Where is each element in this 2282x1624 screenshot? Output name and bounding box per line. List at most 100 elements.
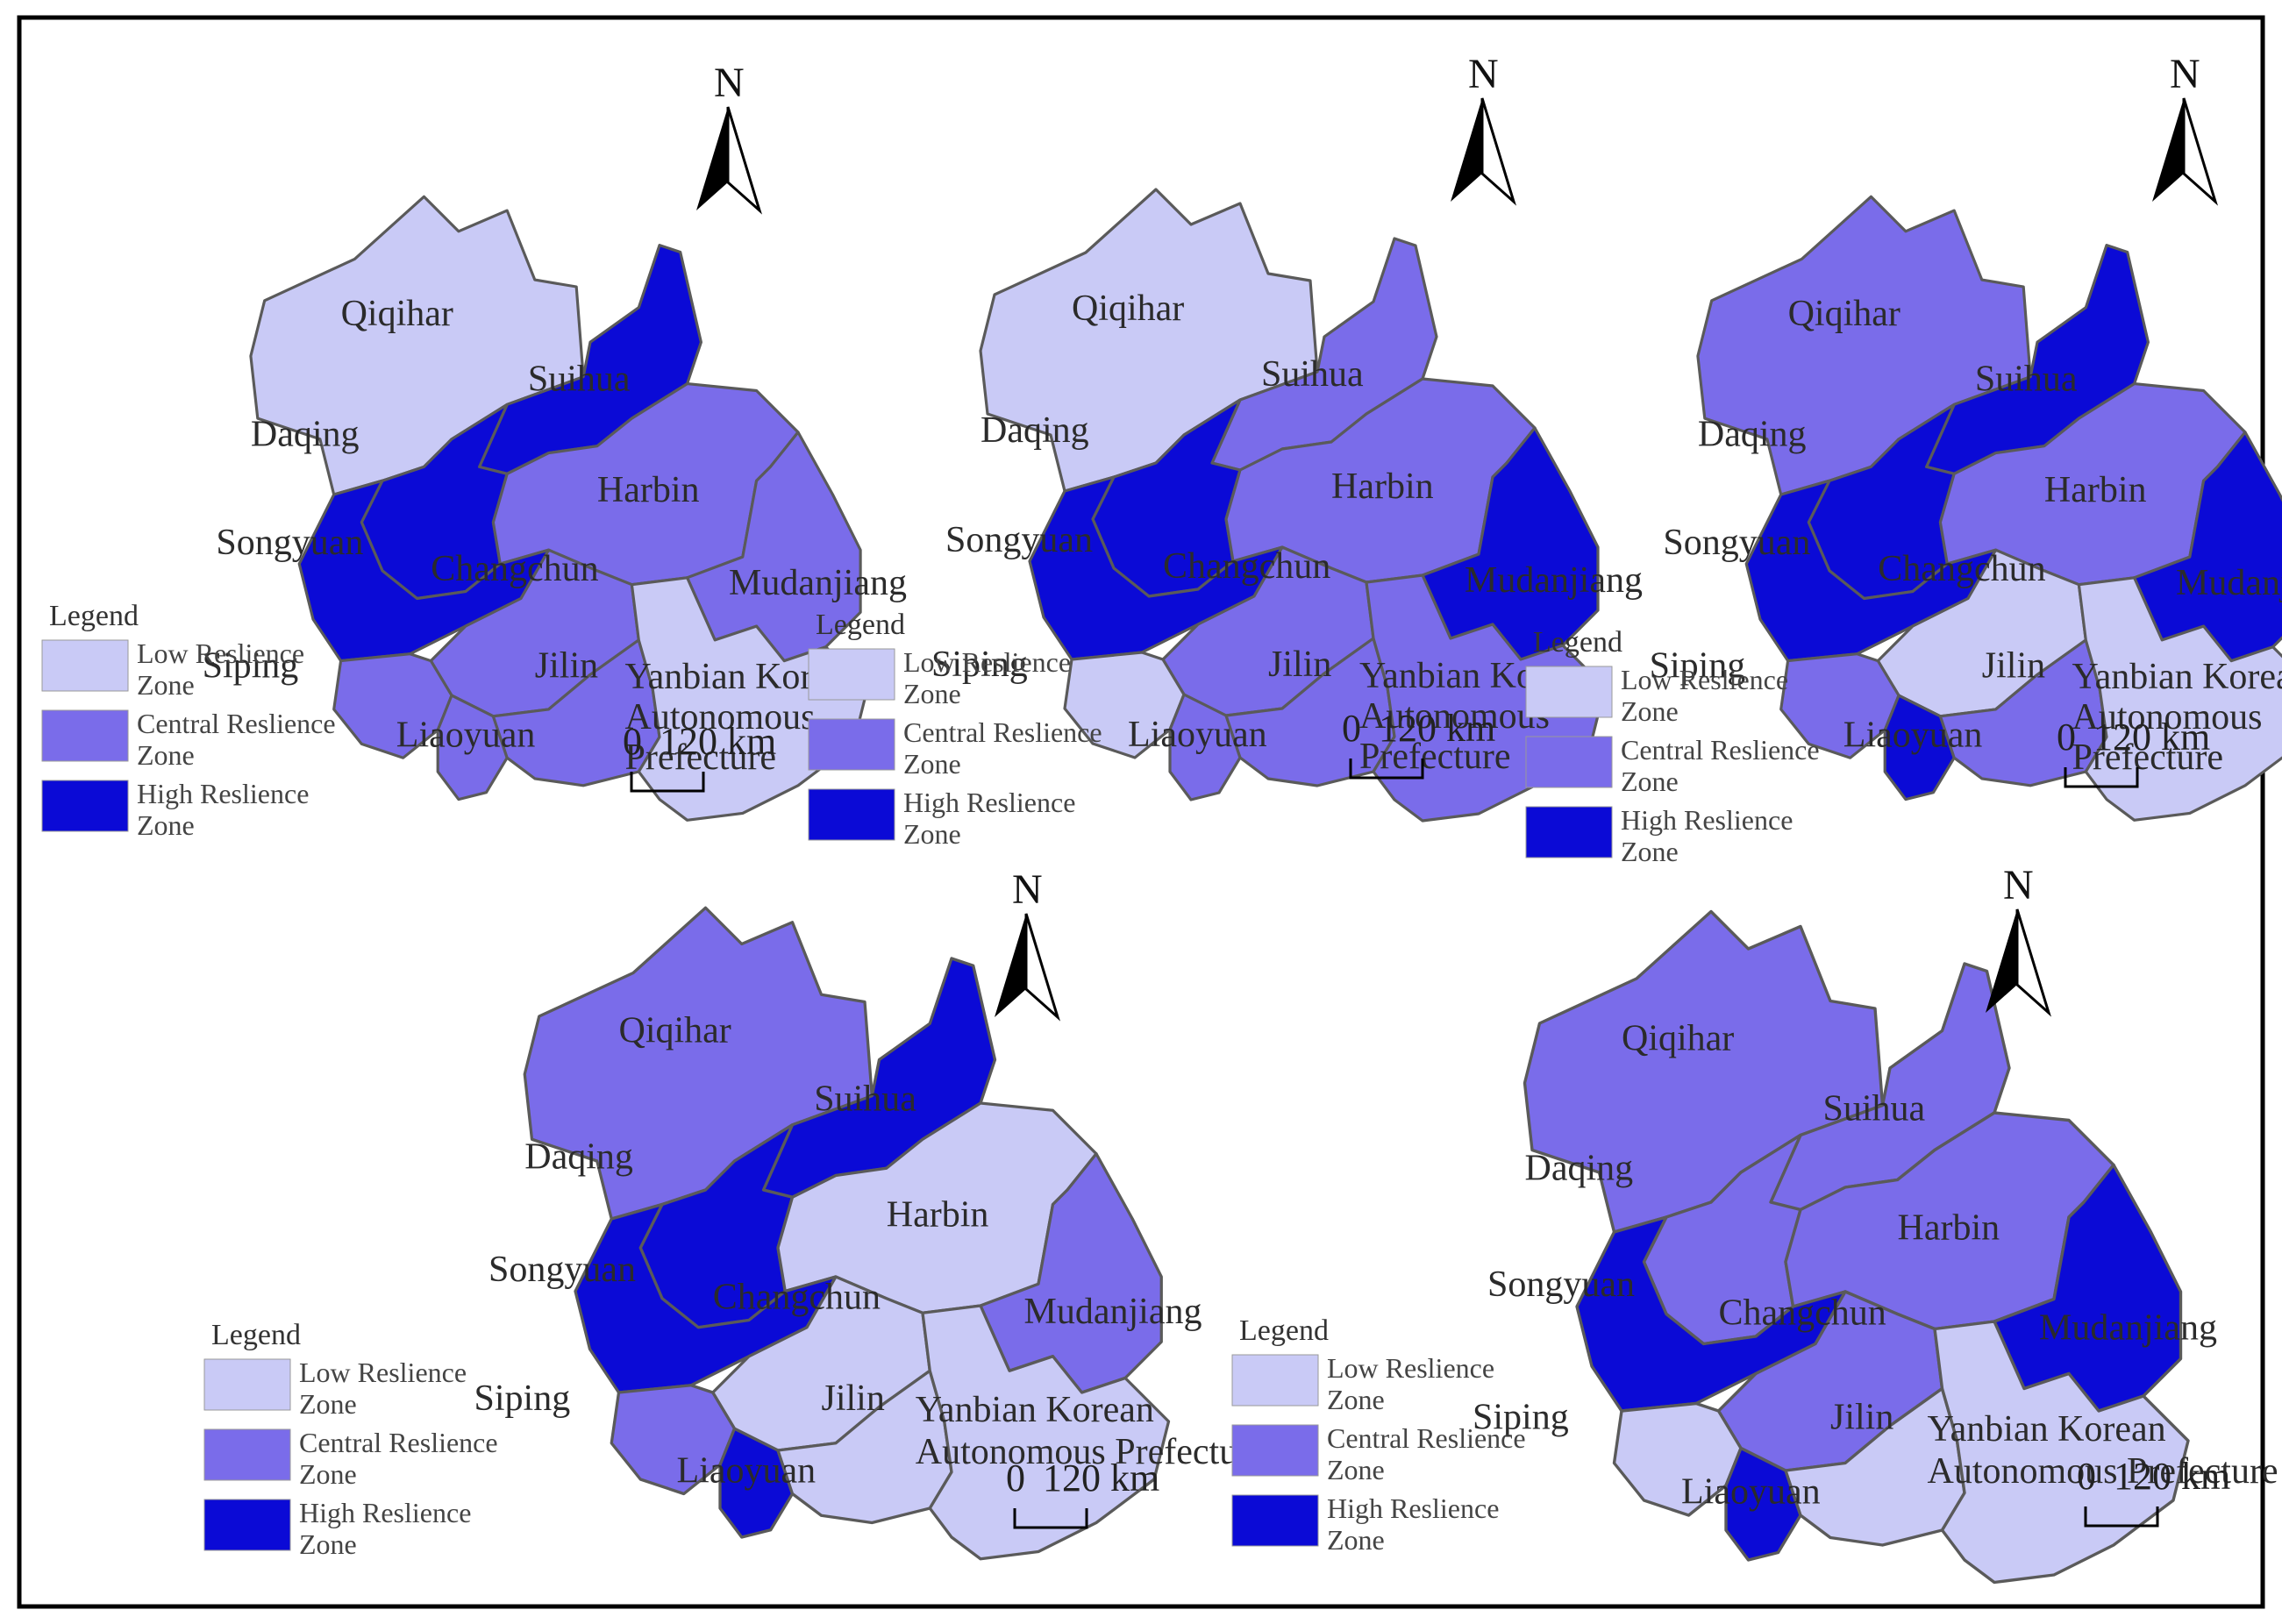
legend-swatch-high	[1525, 806, 1613, 858]
legend-swatch-high	[1231, 1494, 1319, 1547]
city-labels: Qiqihar Suihua Daqing Harbin Songyuan Changch…	[474, 1011, 1266, 1492]
north-label: N	[1468, 51, 1499, 97]
scale-zero: 0	[623, 720, 642, 763]
label-qiqihar: Qiqihar	[1788, 294, 1900, 334]
legend-label-low: Low Reslience	[299, 1357, 467, 1388]
region-yanbian	[921, 1304, 1171, 1561]
label-harbin: Harbin	[887, 1194, 989, 1235]
label-mudanjiang: Mudanjiang	[1024, 1292, 1202, 1332]
scale-distance: 120 km	[2093, 716, 2210, 759]
region-liaoyuan	[718, 1427, 795, 1539]
legend-swatch-low	[1525, 666, 1613, 718]
label-yanbian-3: Prefecture	[1359, 737, 1511, 777]
label-yanbian-2: Autonomous Prefecture	[1928, 1451, 2278, 1492]
legend-title: Legend	[49, 600, 139, 632]
legend-label-low-2: Zone	[1327, 1384, 1385, 1415]
label-siping: Siping	[931, 645, 1028, 685]
legend-swatch-high	[41, 780, 129, 832]
label-liaoyuan: Liaoyuan	[396, 716, 536, 756]
legend-label-central: Central Reslience	[1327, 1422, 1526, 1454]
scale-zero: 0	[1342, 707, 1361, 750]
legend-label-central: Central Reslience	[1621, 734, 1820, 766]
legend-label-high-2: Zone	[299, 1528, 357, 1560]
legend-label-high: High Reslience	[137, 778, 309, 809]
label-mudanjiang: Mudanjiang	[1465, 560, 1643, 601]
label-liaoyuan: Liaoyuan	[1843, 716, 1983, 756]
label-harbin: Harbin	[1898, 1208, 2000, 1249]
label-daqing: Daqing	[981, 410, 1089, 451]
city-labels: Qiqihar Suihua Daqing Harbin Songyuan Changch…	[931, 288, 1643, 777]
legend-title: Legend	[211, 1319, 301, 1351]
label-songyuan: Songyuan	[1487, 1264, 1635, 1305]
region-liaoyuan	[1883, 694, 1956, 801]
label-siping: Siping	[474, 1378, 571, 1419]
legend-label-low: Low Reslience	[1621, 664, 1788, 695]
label-jilin: Jilin	[1982, 646, 2045, 687]
label-songyuan: Songyuan	[1663, 523, 1810, 563]
label-siping: Siping	[1650, 646, 1746, 687]
north-arrow-icon: N	[1451, 51, 1516, 206]
north-label: N	[2170, 51, 2200, 97]
north-label: N	[714, 60, 745, 106]
region-group	[1696, 195, 2282, 822]
map-panel-5: Qiqihar Suihua Daqing Harbin Songyuan Changch…	[1231, 862, 2278, 1585]
scale-bar: 0 120 km	[623, 720, 776, 793]
label-qiqihar: Qiqihar	[1622, 1019, 1734, 1059]
scale-zero: 0	[1006, 1457, 1025, 1499]
legend-label-low: Low Reslience	[137, 637, 304, 669]
label-changchun: Changchun	[1163, 546, 1330, 587]
region-liaoyuan	[1168, 693, 1242, 801]
legend-label-central-2: Zone	[137, 739, 195, 771]
scale-distance: 120 km	[2114, 1455, 2230, 1498]
legend-label-central: Central Reslience	[137, 708, 336, 739]
label-suihua: Suihua	[1975, 360, 2078, 400]
scale-distance: 120 km	[1043, 1457, 1159, 1499]
legend-title: Legend	[1239, 1314, 1329, 1347]
label-mudanjiang: Mudanjiang	[2039, 1307, 2217, 1348]
legend-label-low-2: Zone	[903, 678, 961, 709]
label-harbin: Harbin	[2044, 470, 2147, 510]
scale-bar: 0 120 km	[1342, 707, 1495, 780]
north-arrow-icon: N	[2152, 51, 2218, 206]
label-songyuan: Songyuan	[945, 520, 1093, 560]
legend-label-central-2: Zone	[1621, 766, 1679, 797]
label-yanbian-3: Prefecture	[625, 737, 777, 778]
map-panel-3: Qiqihar Suihua Daqing Harbin Songyuan Changch…	[1525, 51, 2282, 867]
city-labels: Qiqihar Suihua Daqing Harbin Songyuan Changch…	[1473, 1019, 2278, 1513]
label-yanbian-2: Autonomous	[2072, 697, 2263, 737]
label-daqing: Daqing	[1525, 1149, 1634, 1189]
label-changchun: Changchun	[1878, 549, 2045, 589]
legend-label-central-2: Zone	[1327, 1454, 1385, 1485]
legend-label-low: Low Reslience	[1327, 1352, 1494, 1384]
legend-swatch-low	[808, 648, 895, 701]
legend-swatch-low	[1231, 1354, 1319, 1407]
legend-swatch-central	[1525, 736, 1613, 788]
north-label: N	[1012, 866, 1043, 913]
region-group	[1523, 909, 2190, 1585]
legend-label-low: Low Reslience	[903, 646, 1071, 678]
scale-zero: 0	[2077, 1455, 2096, 1498]
legend-label-high-2: Zone	[903, 818, 961, 850]
legend-swatch-central	[41, 709, 129, 762]
label-qiqihar: Qiqihar	[1072, 288, 1184, 329]
label-jilin: Jilin	[1268, 645, 1331, 685]
label-yanbian-2: Autonomous	[625, 697, 816, 737]
legend-label-low-2: Zone	[299, 1388, 357, 1420]
region-group	[979, 188, 1607, 823]
legend-label-central: Central Reslience	[903, 716, 1102, 748]
legend-label-central: Central Reslience	[299, 1427, 498, 1458]
label-jilin: Jilin	[1830, 1397, 1893, 1437]
label-yanbian-1: Yanbian Korean	[1928, 1409, 2166, 1449]
scale-bar: 0 120 km	[2077, 1455, 2230, 1528]
legend-swatch-low	[203, 1358, 291, 1411]
label-qiqihar: Qiqihar	[619, 1011, 731, 1051]
label-mudanjiang: Mudanjiang	[729, 563, 907, 603]
label-siping: Siping	[1473, 1397, 1569, 1437]
legend-label-high: High Reslience	[299, 1497, 471, 1528]
region-liaoyuan	[1724, 1446, 1802, 1562]
region-group	[523, 906, 1171, 1561]
map-panel-4: Qiqihar Suihua Daqing Harbin Songyuan Changch…	[203, 866, 1266, 1561]
